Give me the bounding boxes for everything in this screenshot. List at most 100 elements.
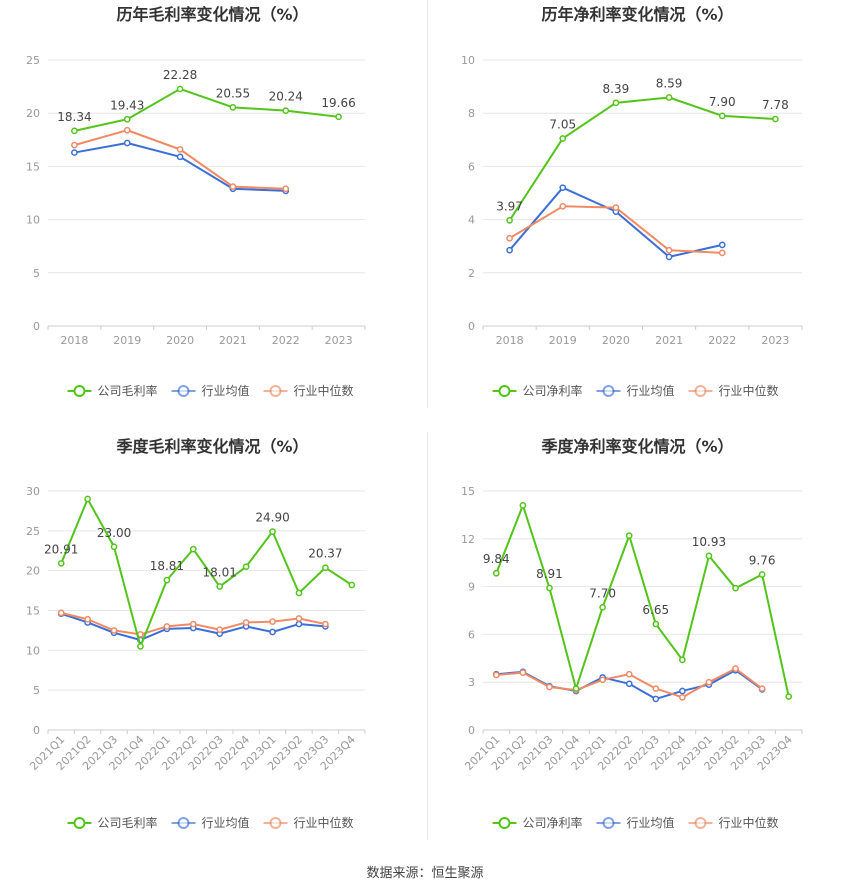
quarter-gross-series-point-2 xyxy=(216,626,224,633)
annual-gross-legend-label: 行业均值 xyxy=(202,383,250,398)
quarter-gross-legend-swatch-marker xyxy=(177,817,190,829)
quarter-gross-series-point-2 xyxy=(110,627,118,634)
annual-net-series-point-0 xyxy=(772,115,779,123)
quarter-gross-legend-label: 公司毛利率 xyxy=(98,815,158,830)
annual-net-series-point-0 xyxy=(559,135,567,142)
annual-gross-series-point-1 xyxy=(176,153,184,161)
quarter-gross-data-label: 20.91 xyxy=(44,542,78,556)
annual-gross-legend-swatch-marker xyxy=(73,385,86,397)
annual-net-series-point-2 xyxy=(718,249,726,257)
quarter-net-series-point-0 xyxy=(679,656,686,664)
annual-gross-series-point-2 xyxy=(123,126,131,134)
annual-gross-ytick-label: 5 xyxy=(33,267,40,280)
quarter-gross-series-point-2 xyxy=(57,609,65,617)
annual-gross-data-label: 18.34 xyxy=(57,110,91,124)
quarter-net-legend-label: 公司净利率 xyxy=(523,815,583,830)
quarter-gross-title: 季度毛利率变化情况（%） xyxy=(115,437,308,456)
annual-net-series-point-2 xyxy=(665,246,673,254)
annual-net-legend-label: 行业均值 xyxy=(627,383,675,398)
annual-gross-series-point-0 xyxy=(176,85,184,93)
annual-gross-ytick-label: 0 xyxy=(33,320,40,333)
annual-net-data-label: 7.90 xyxy=(709,95,736,109)
annual-gross-xtick-label: 2023 xyxy=(325,334,353,347)
quarter-gross-series-point-0 xyxy=(57,560,65,567)
panel-divider-top xyxy=(427,0,428,408)
annual-net-data-label: 7.05 xyxy=(549,117,576,131)
chart-quarter-net-svg: 季度净利率变化情况（%）036912152021Q12021Q22021Q320… xyxy=(461,437,803,830)
annual-net-series-point-2 xyxy=(506,234,513,242)
annual-net-series-point-2 xyxy=(559,202,567,210)
annual-gross-series-point-2 xyxy=(176,146,184,153)
quarter-net-series-point-2 xyxy=(758,685,766,692)
annual-net-data-label: 3.97 xyxy=(496,199,523,213)
quarter-gross-series-point-2 xyxy=(163,623,171,630)
quarter-net-series-point-1 xyxy=(625,680,633,688)
quarter-gross-data-label: 24.90 xyxy=(255,511,289,525)
quarter-net-legend-swatch-marker xyxy=(498,817,511,829)
quarter-net-series-point-0 xyxy=(625,532,633,539)
quarter-net-series-point-0 xyxy=(652,620,660,628)
quarter-gross-series-point-0 xyxy=(242,563,250,571)
annual-net-xtick-label: 2019 xyxy=(549,334,577,347)
data-source-footer: 数据来源：恒生聚源 xyxy=(366,866,484,881)
annual-gross-legend-swatch-marker xyxy=(177,385,190,397)
quarter-net-series-point-1 xyxy=(652,695,660,703)
quarter-net-series-point-0 xyxy=(519,501,527,509)
quarter-gross-data-label: 18.81 xyxy=(150,559,184,573)
annual-gross-ytick-label: 25 xyxy=(26,54,40,67)
quarter-gross-ytick-label: 25 xyxy=(26,525,40,538)
quarter-net-series-point-2 xyxy=(679,693,686,701)
quarter-net-series-point-0 xyxy=(705,552,713,560)
annual-net-legend-swatch-marker xyxy=(602,385,615,397)
annual-gross-xtick-label: 2020 xyxy=(166,334,194,347)
quarter-net-series-point-2 xyxy=(492,671,500,679)
annual-net-xtick-label: 2023 xyxy=(761,334,789,347)
annual-net-ytick-label: 0 xyxy=(468,320,475,333)
annual-net-data-label: 7.78 xyxy=(762,98,789,112)
annual-gross-data-label: 22.28 xyxy=(163,68,197,82)
annual-gross-series-point-0 xyxy=(71,127,78,135)
quarter-gross-ytick-label: 0 xyxy=(33,724,40,737)
annual-net-legend-swatch-marker xyxy=(694,385,707,397)
annual-net-xtick-label: 2021 xyxy=(655,334,683,347)
quarter-net-series-point-2 xyxy=(599,676,606,684)
quarter-net-data-label: 7.70 xyxy=(589,586,616,600)
chart-annual-net-svg: 历年净利率变化情况（%） 0 2 4 6 8 10 2018 2019 2020 2021 2022 2… xyxy=(461,5,803,398)
annual-net-series-point-1 xyxy=(665,253,673,261)
chart-quarter-gross-svg: 季度毛利率变化情况（%）0510152025302021Q12021Q22021… xyxy=(26,437,366,830)
quarter-net-series-point-2 xyxy=(546,683,553,691)
quarter-net-series-point-0 xyxy=(546,584,553,592)
annual-net-series-point-2 xyxy=(612,204,620,211)
annual-gross-series-point-2 xyxy=(71,141,78,149)
quarter-net-ytick-label: 3 xyxy=(468,676,475,689)
quarter-gross-data-label: 18.01 xyxy=(203,566,237,580)
quarter-gross-ytick-label: 5 xyxy=(33,684,40,697)
quarter-net-series-point-2 xyxy=(705,678,713,686)
quarter-gross-series-point-0 xyxy=(137,643,144,650)
quarter-gross-series-point-2 xyxy=(84,615,91,623)
quarter-gross-series-point-0 xyxy=(322,564,329,572)
annual-net-legend-label: 行业中位数 xyxy=(719,383,779,398)
quarter-gross-series-point-2 xyxy=(322,620,329,628)
annual-net-series-point-1 xyxy=(718,241,726,249)
quarter-gross-series-point-0 xyxy=(348,581,356,589)
panel-divider-bottom xyxy=(427,432,428,840)
quarter-net-data-label: 8.91 xyxy=(536,567,563,581)
annual-gross-series-line-0 xyxy=(74,87,339,132)
quarter-net-series-point-2 xyxy=(519,669,527,676)
annual-gross-legend-swatch-marker xyxy=(269,385,282,397)
annual-gross-legend-label: 公司毛利率 xyxy=(98,383,158,398)
quarter-net-series-point-0 xyxy=(572,685,580,692)
annual-gross-ytick-label: 20 xyxy=(26,107,40,120)
annual-gross-data-label: 19.43 xyxy=(110,98,144,112)
quarter-gross-legend-label: 行业中位数 xyxy=(294,815,354,830)
annual-gross-series-point-1 xyxy=(123,139,131,147)
quarter-gross-series-point-0 xyxy=(84,495,91,503)
annual-net-ytick-label: 8 xyxy=(468,107,475,120)
annual-net-series-point-0 xyxy=(718,112,726,120)
quarter-net-series-line-0 xyxy=(495,504,790,697)
annual-net-legend-label: 公司净利率 xyxy=(523,383,583,398)
quarter-gross-ytick-label: 10 xyxy=(26,644,40,657)
quarter-net-series-point-1 xyxy=(679,687,686,695)
annual-net-ytick-label: 6 xyxy=(468,160,475,173)
